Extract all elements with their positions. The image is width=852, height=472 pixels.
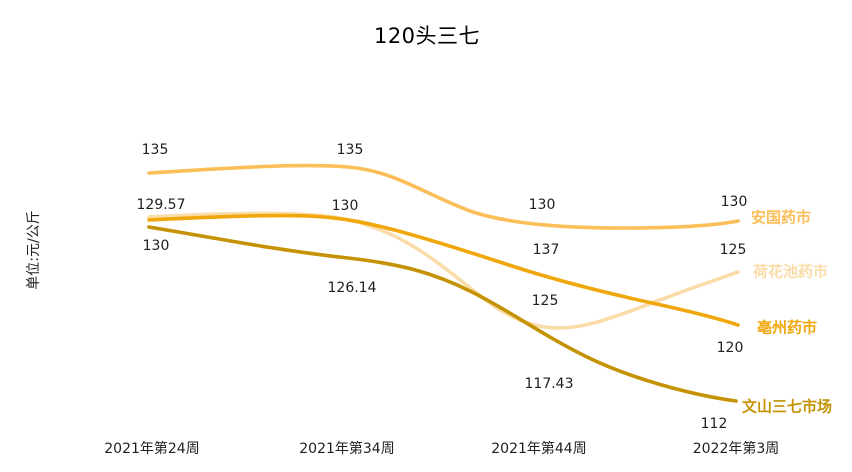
x-axis-label: 2021年第44周: [491, 441, 587, 457]
data-label: 130: [142, 238, 170, 254]
series-label-anguo: 安国药市: [751, 208, 812, 227]
data-label: 135: [336, 142, 364, 158]
data-label: 125: [531, 293, 559, 309]
series-line-hehuachi[interactable]: [147, 211, 740, 330]
data-label: 126.14: [327, 280, 377, 296]
series-line-wenshan[interactable]: [147, 225, 738, 403]
data-label: 135: [141, 142, 169, 158]
series-line-anguo[interactable]: [147, 163, 740, 230]
data-label: 129.57: [136, 197, 186, 213]
series-label-hehuachi: 荷花池药市: [753, 262, 829, 281]
data-label: 130: [720, 194, 748, 210]
series-label-wenshan: 文山三七市场: [742, 397, 833, 416]
x-axis-label: 2022年第3周: [692, 441, 780, 457]
x-axis-label: 2021年第34周: [299, 441, 395, 457]
data-label: 117.43: [524, 376, 574, 392]
data-label: 125: [719, 242, 747, 258]
data-label: 130: [528, 197, 556, 213]
series-line-bozhou[interactable]: [147, 213, 740, 327]
data-label: 137: [532, 242, 560, 258]
data-label: 120: [716, 340, 744, 356]
series-label-bozhou: 亳州药市: [757, 318, 818, 337]
x-axis-label: 2021年第24周: [104, 441, 200, 457]
chart-title: 120头三七: [373, 24, 481, 48]
data-label: 112: [700, 416, 728, 432]
data-label: 130: [331, 198, 359, 214]
